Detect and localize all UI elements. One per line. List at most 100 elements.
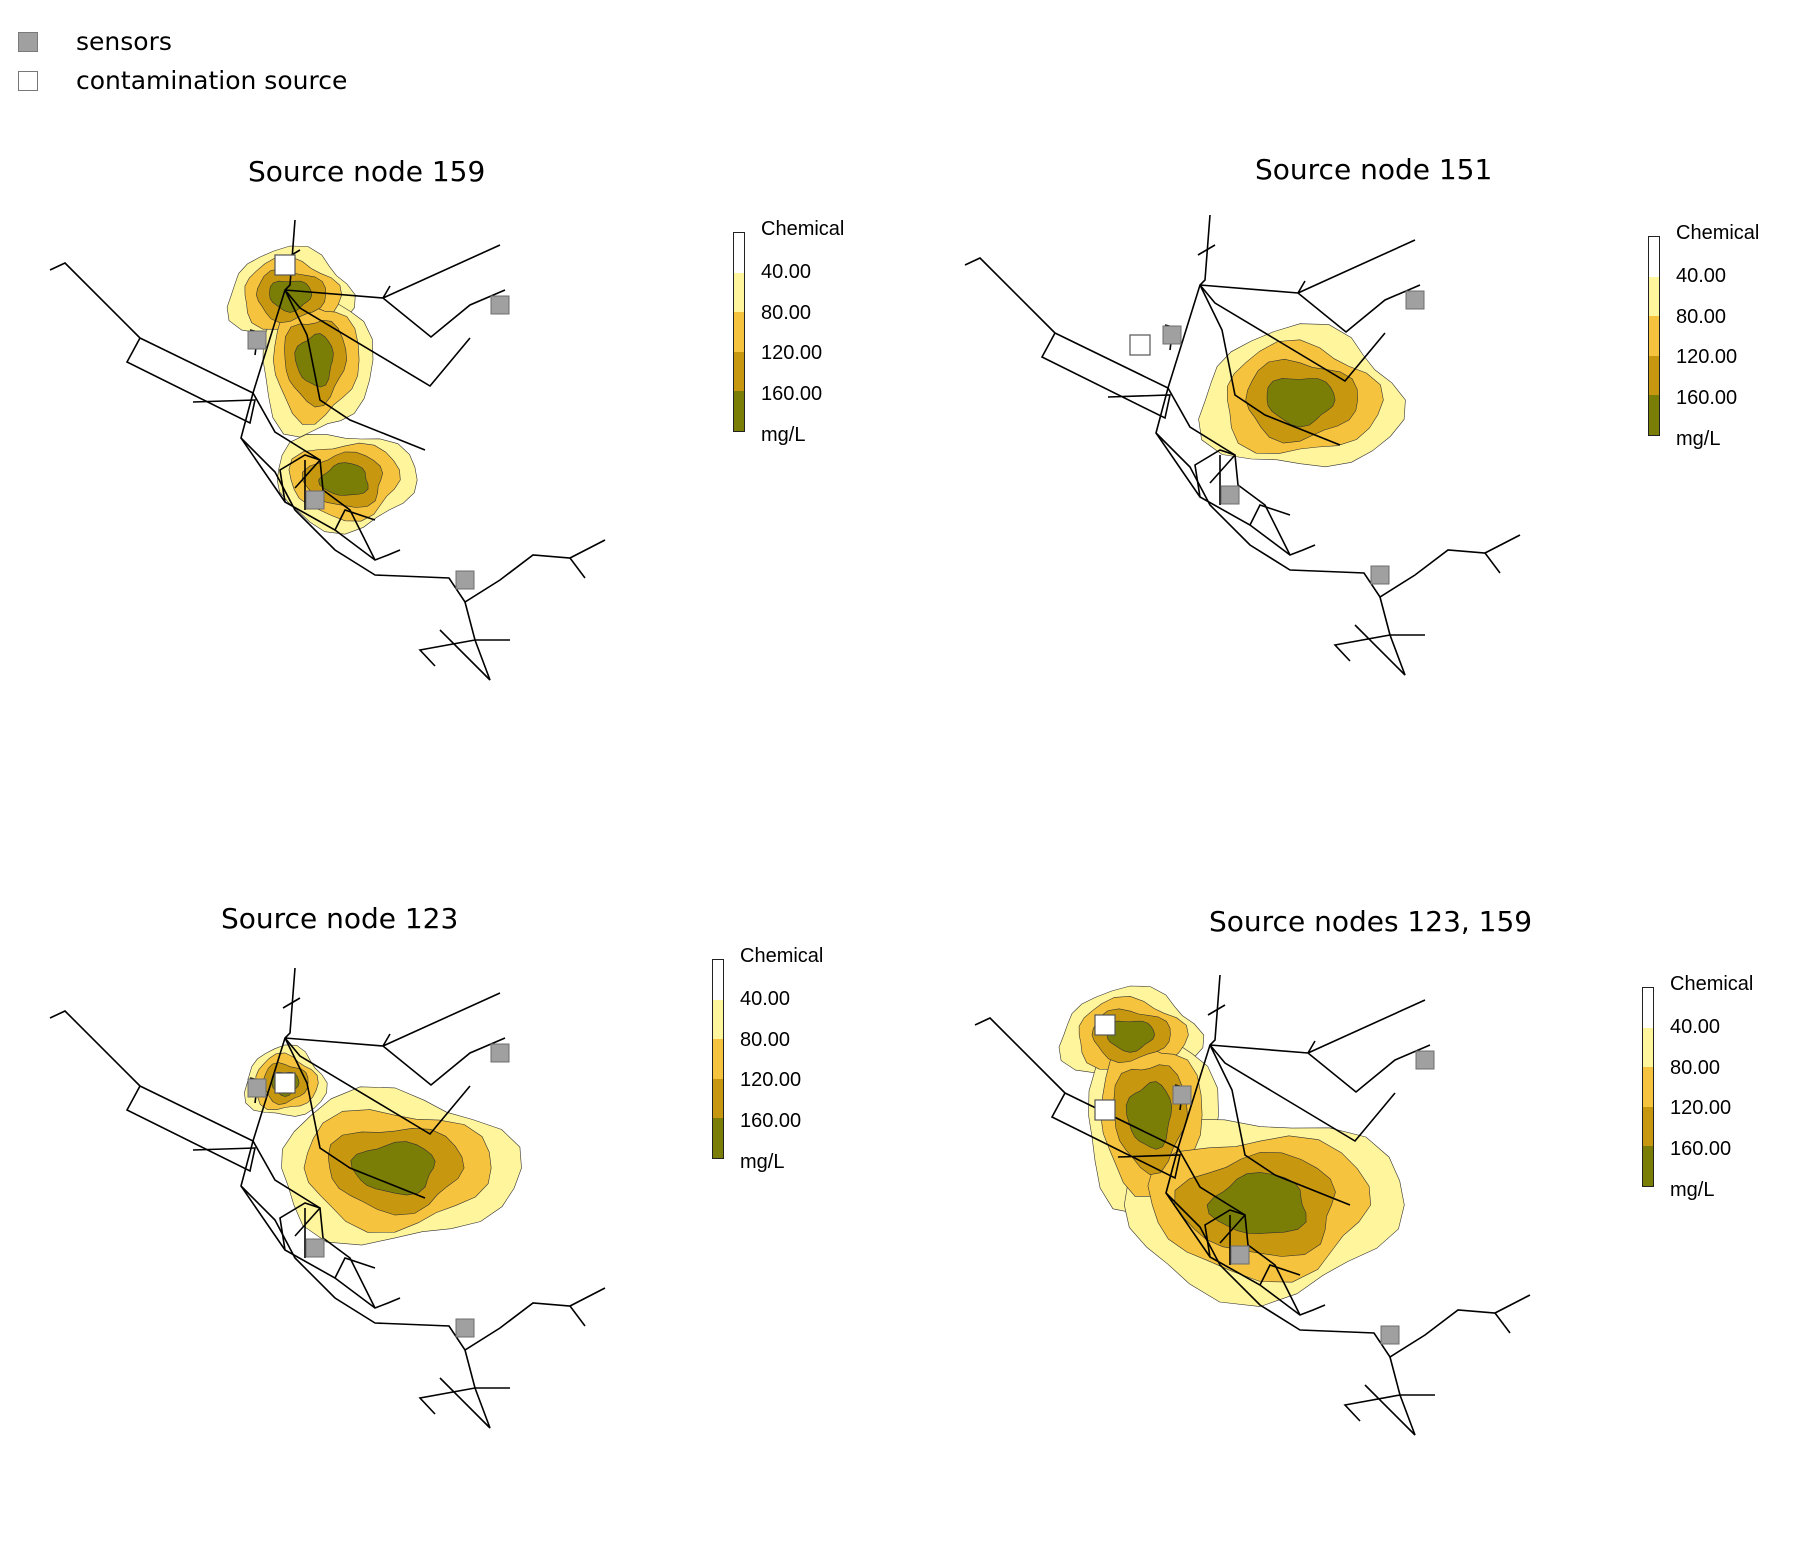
pipe (282, 997, 301, 1009)
scale-level: 120.00 (740, 1069, 802, 1091)
scale-unit: mg/L (761, 424, 806, 446)
pipe (1165, 1192, 1531, 1359)
scale-level: 160.00 (1670, 1138, 1732, 1160)
sensor-marker (247, 1078, 267, 1098)
pipe (125, 337, 256, 425)
network-map-0 (49, 219, 606, 681)
scale-color-bar (733, 232, 745, 432)
pipe (569, 1305, 586, 1327)
scale-unit: mg/L (740, 1151, 785, 1173)
pipe (418, 601, 510, 681)
plume (1198, 323, 1406, 468)
legend-label-sensors: sensors (76, 27, 172, 56)
sensor-symbol (18, 31, 38, 52)
concentration-scale-0: Chemical 40.00 80.00 120.00 160.00 mg/L (733, 218, 953, 448)
scale-color-bar (1642, 987, 1654, 1187)
pipe (1040, 332, 1171, 420)
scale-unit: mg/L (1676, 428, 1721, 450)
legend-item-sensors: sensors (18, 22, 347, 61)
pipe (240, 1185, 606, 1352)
pipe-network (964, 214, 1521, 676)
map-legend: sensors contamination source (18, 22, 347, 100)
pipe (1050, 1092, 1181, 1180)
concentration-scale-1: Chemical 40.00 80.00 120.00 160.00 mg/L (1648, 222, 1811, 452)
pipe (49, 1010, 141, 1087)
plume-contour (1266, 378, 1336, 428)
scale-title: Chemical (740, 945, 824, 967)
plume-contour (294, 333, 334, 388)
legend-label-source: contamination source (76, 66, 348, 95)
pipe (1209, 1044, 1351, 1206)
scale-level: 40.00 (1670, 1016, 1721, 1038)
pipe (252, 967, 296, 1142)
sensor-marker (1162, 325, 1182, 345)
pipe (284, 1037, 506, 1087)
pipe-network (974, 974, 1531, 1436)
pipe (418, 1349, 510, 1429)
sensor-marker (1220, 485, 1240, 505)
scale-level: 120.00 (1670, 1097, 1732, 1119)
scale-level: 80.00 (1676, 306, 1727, 328)
scale-level: 40.00 (1676, 265, 1727, 287)
sensor-marker (490, 1043, 510, 1063)
scale-color-bar (712, 959, 724, 1159)
sensor-marker (1380, 1325, 1400, 1345)
pipe (1155, 432, 1521, 599)
scale-level: 160.00 (761, 383, 823, 405)
pipe (964, 257, 1056, 334)
source-marker (274, 254, 296, 276)
sensor-marker (305, 490, 325, 510)
concentration-scale-3: Chemical 40.00 80.00 120.00 160.00 mg/L (1642, 973, 1811, 1203)
sensor-marker (1230, 1245, 1250, 1265)
pipe-network (49, 219, 606, 681)
sensor-marker (305, 1238, 325, 1258)
sensor-marker (1405, 290, 1425, 310)
pipe (1209, 454, 1291, 526)
scale-level: 120.00 (1676, 346, 1738, 368)
pipe (382, 992, 501, 1047)
scale-title: Chemical (1676, 222, 1760, 244)
plume-contour (1206, 1172, 1307, 1234)
pipe (1494, 1312, 1511, 1334)
scale-level: 40.00 (761, 261, 812, 283)
network-map-3 (974, 974, 1531, 1436)
plume (244, 1044, 522, 1246)
pipe (1219, 1214, 1301, 1286)
pipe (139, 1085, 321, 1209)
pipe (569, 557, 586, 579)
source-marker (1094, 1014, 1116, 1036)
pipe (382, 244, 501, 299)
pipe (284, 289, 426, 451)
sensor-marker (490, 295, 510, 315)
pipe (1307, 999, 1426, 1054)
pipe (1484, 552, 1501, 574)
sensor-marker (1370, 565, 1390, 585)
pipe (1177, 974, 1221, 1149)
network-map-1 (964, 214, 1521, 676)
pipe (294, 1207, 376, 1279)
source-marker (274, 1072, 296, 1094)
panel-title-2: Source node 123 (221, 902, 459, 935)
pipe (1199, 284, 1421, 334)
scale-level: 80.00 (1670, 1057, 1721, 1079)
sensor-marker (247, 330, 267, 350)
pipe (284, 289, 506, 339)
scale-level: 80.00 (740, 1029, 791, 1051)
scale-unit: mg/L (1670, 1179, 1715, 1201)
pipe (1199, 284, 1341, 446)
legend-item-source: contamination source (18, 61, 347, 100)
pipe (974, 1017, 1066, 1094)
panel-title-3: Source nodes 123, 159 (1209, 905, 1533, 938)
sensor-marker (1415, 1050, 1435, 1070)
pipe (1343, 1356, 1435, 1436)
plume-contour (1125, 1081, 1173, 1150)
pipe (125, 1085, 256, 1173)
scale-level: 40.00 (740, 988, 791, 1010)
pipe (1054, 332, 1236, 456)
pipe (1199, 284, 1386, 383)
plume-contour (318, 462, 369, 496)
source-marker (1129, 334, 1151, 356)
pipe (1209, 1044, 1396, 1143)
scale-level: 80.00 (761, 302, 812, 324)
scale-color-bar (1648, 236, 1660, 436)
